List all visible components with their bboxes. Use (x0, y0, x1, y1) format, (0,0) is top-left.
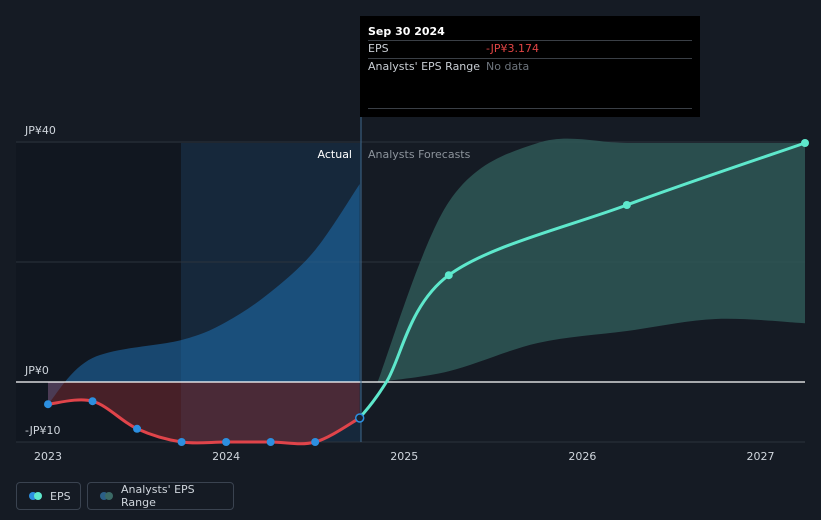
eps-forecast-point (801, 139, 809, 147)
tooltip-eps-label: EPS (368, 42, 389, 55)
y-tick-label: JP¥0 (24, 364, 49, 377)
y-axis-labels: JP¥40 JP¥0 -JP¥10 (24, 124, 60, 437)
y-tick-label: -JP¥10 (25, 424, 60, 437)
y-tick-label: JP¥40 (24, 124, 56, 137)
tooltip-range-value: No data (486, 60, 530, 73)
x-tick-label: 2024 (212, 450, 240, 463)
x-tick-label: 2026 (568, 450, 596, 463)
eps-legend-icon (29, 492, 42, 500)
analysts-eps-range-area (377, 138, 805, 382)
forecast-label: Analysts Forecasts (368, 148, 471, 161)
eps-actual-point (266, 438, 275, 446)
eps-forecast-line (358, 141, 806, 419)
tooltip: Sep 30 2024 EPS -JP¥3.174 Analysts' EPS … (360, 16, 700, 117)
eps-points (44, 139, 809, 446)
x-tick-label: 2023 (34, 450, 62, 463)
eps-actual-point (177, 438, 186, 446)
eps-actual-point (44, 400, 52, 409)
tooltip-divider (368, 108, 692, 109)
eps-actual-point (133, 424, 142, 433)
eps-actual-point (311, 438, 320, 446)
tooltip-date: Sep 30 2024 (368, 25, 445, 38)
eps-actual-point (354, 413, 365, 423)
legend-eps[interactable]: EPS (16, 482, 81, 510)
negative-eps-area (48, 382, 360, 444)
eps-forecast-point (444, 271, 453, 280)
actual-eps-area (48, 184, 360, 405)
tooltip-eps-row: EPS -JP¥3.174 (368, 40, 692, 58)
tooltip-range-label: Analysts' EPS Range (368, 60, 481, 73)
x-axis-labels: 2023 2024 2025 2026 2027 (34, 450, 774, 463)
tooltip-eps-value: -JP¥3.174 (486, 42, 539, 55)
range-legend-icon (100, 492, 113, 500)
tooltip-range-row: Analysts' EPS Range No data (368, 58, 692, 76)
legend-range[interactable]: Analysts' EPS Range (87, 482, 234, 510)
actual-label: Actual (318, 148, 352, 161)
eps-forecast-point (622, 201, 631, 209)
legend-range-label: Analysts' EPS Range (121, 483, 195, 509)
legend-eps-label: EPS (50, 489, 71, 503)
x-tick-label: 2027 (746, 450, 774, 463)
past-shade (16, 143, 181, 442)
eps-actual-point (222, 438, 231, 446)
eps-actual-point (88, 397, 97, 406)
x-tick-label: 2025 (390, 450, 418, 463)
